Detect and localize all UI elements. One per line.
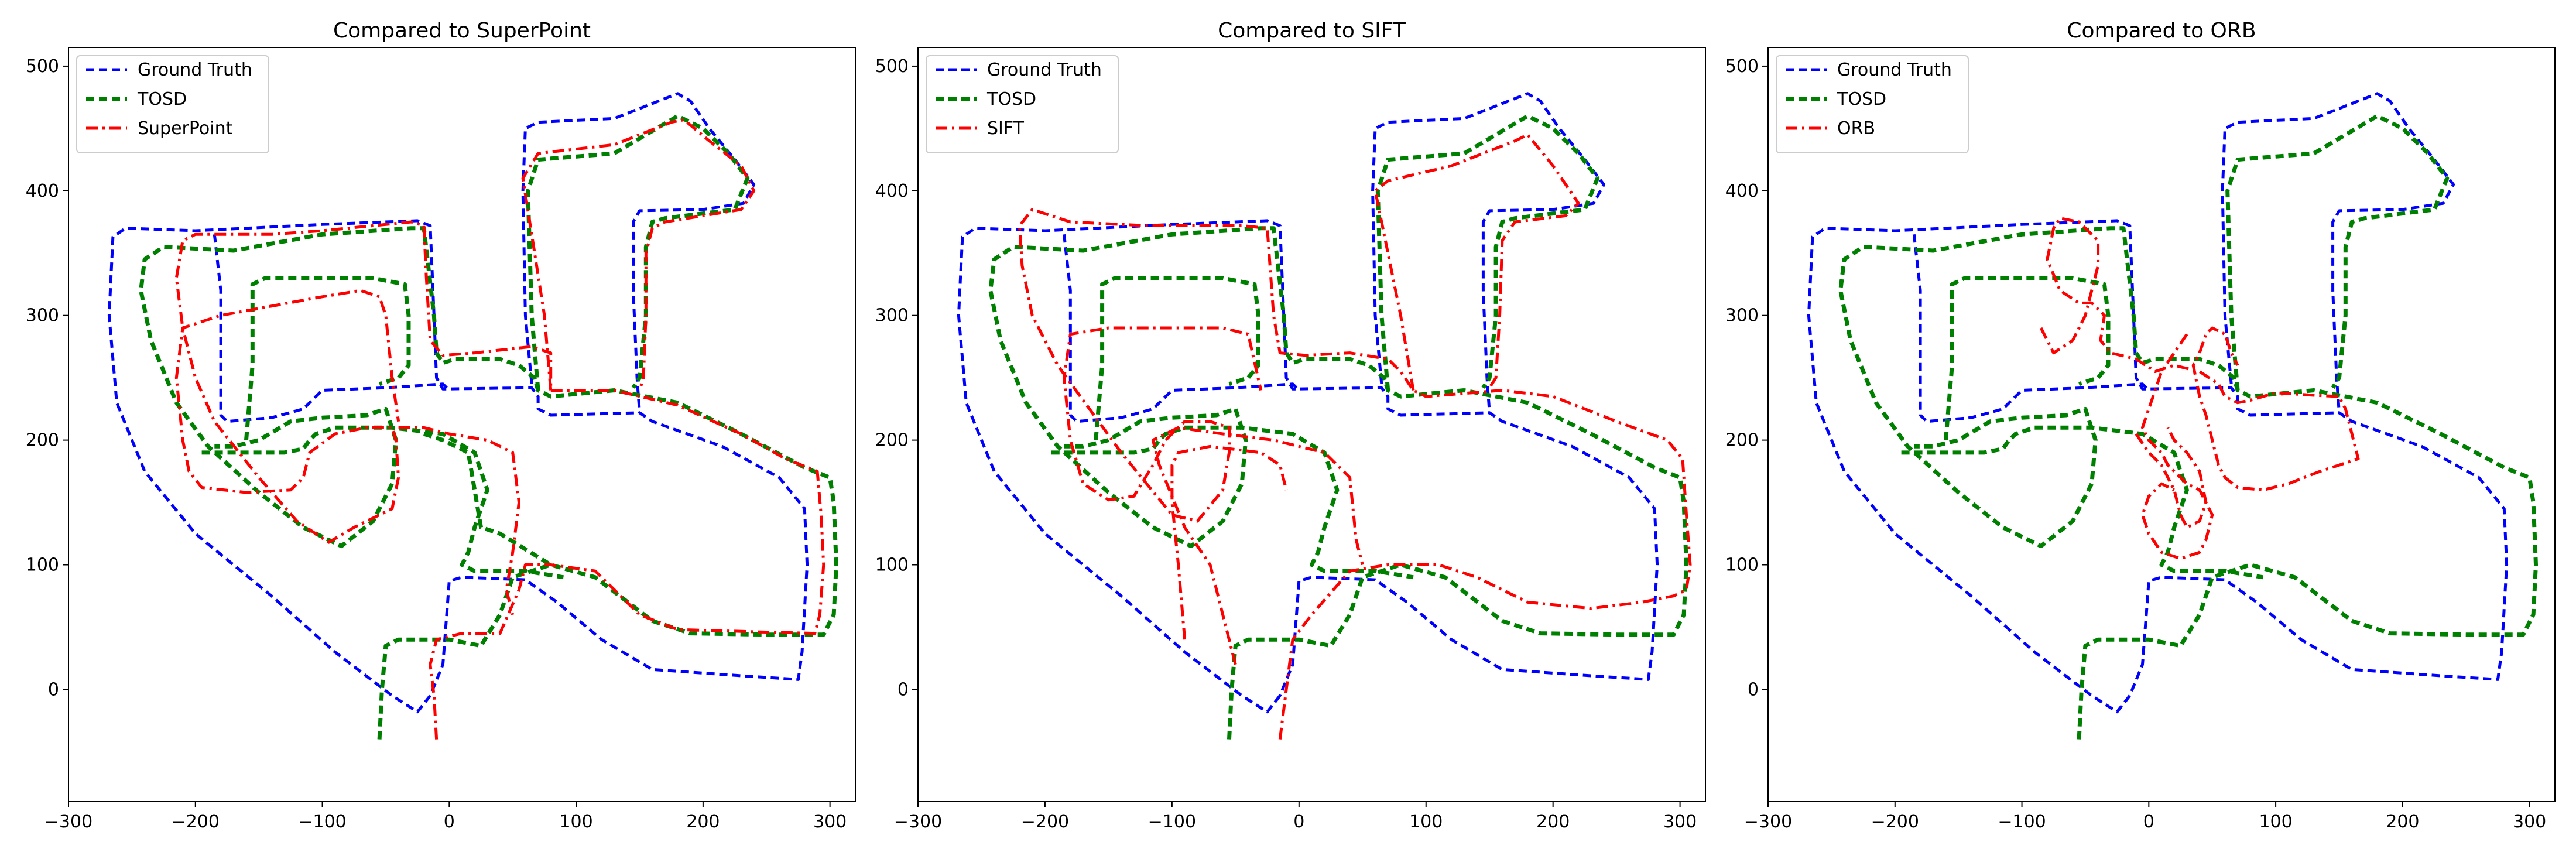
legend-label: SIFT <box>987 118 1025 139</box>
x-tick-label: −200 <box>172 812 220 832</box>
legend-box <box>926 55 1119 153</box>
y-tick-label: 200 <box>875 430 909 451</box>
y-tick-label: 400 <box>875 181 909 201</box>
series-line-tosd <box>244 276 411 440</box>
series-line-tosd <box>1375 114 1600 391</box>
subplot-title: Compared to SuperPoint <box>333 19 591 43</box>
series-line-tosd <box>423 432 552 567</box>
series-line-ground-truth <box>521 92 756 413</box>
legend: Ground Truth TOSD ORB <box>1776 55 1969 153</box>
plot-frame <box>1767 47 2556 802</box>
legend-label: Ground Truth <box>138 60 252 80</box>
x-tick-label: 200 <box>1536 812 1570 832</box>
x-tick-label: −200 <box>1871 812 1919 832</box>
y-tick-label: 200 <box>1725 430 1759 451</box>
series-line-tosd <box>139 226 838 740</box>
legend: Ground Truth TOSD SIFT <box>926 55 1119 153</box>
x-tick-label: −100 <box>1998 812 2046 832</box>
series-line-ground-truth <box>107 219 809 714</box>
series-line-ground-truth <box>1063 234 1300 423</box>
series-line-tosd <box>526 114 750 391</box>
x-tick-label: 300 <box>1663 812 1697 832</box>
x-tick-label: 200 <box>2386 812 2419 832</box>
legend-box <box>1776 55 1969 153</box>
y-tick-label: 100 <box>26 555 59 576</box>
y-tick-label: 500 <box>26 56 59 77</box>
x-tick-label: −100 <box>298 812 346 832</box>
series-line-sift <box>1373 133 1580 391</box>
x-tick-label: 100 <box>559 812 592 832</box>
x-tick-label: 100 <box>1409 812 1443 832</box>
series-group <box>1807 92 2538 740</box>
y-tick-label: 300 <box>875 306 909 326</box>
series-group <box>107 92 838 740</box>
series-line-tosd <box>1944 276 2111 440</box>
legend: Ground Truth TOSD SuperPoint <box>76 55 269 153</box>
legend-label: Ground Truth <box>987 60 1102 80</box>
x-tick-label: −300 <box>44 812 93 832</box>
x-tick-label: 100 <box>2259 812 2292 832</box>
legend-label: SuperPoint <box>138 118 233 139</box>
x-tick-label: −100 <box>1148 812 1196 832</box>
y-tick-label: 400 <box>26 181 59 201</box>
y-tick-label: 0 <box>1748 679 1759 700</box>
series-line-orb <box>2141 333 2214 560</box>
series-line-ground-truth <box>213 234 451 423</box>
legend-label: TOSD <box>986 89 1036 110</box>
plot-frame <box>917 47 1706 802</box>
legend-label: TOSD <box>1837 89 1886 110</box>
legend-label: Ground Truth <box>1837 60 1952 80</box>
series-line-tosd <box>201 425 564 580</box>
x-tick-label: −200 <box>1021 812 1069 832</box>
y-tick-label: 100 <box>1725 555 1759 576</box>
x-tick-label: 200 <box>686 812 720 832</box>
y-tick-label: 500 <box>1725 56 1759 77</box>
x-tick-label: 300 <box>2513 812 2546 832</box>
series-line-sift <box>1170 444 1288 640</box>
series-line-superpoint <box>398 426 520 615</box>
subplot-superpoint: Compared to SuperPoint −300 −200 −100 0 100 2… <box>26 19 856 832</box>
series-line-orb <box>2135 427 2208 529</box>
subplot-title: Compared to SIFT <box>1218 19 1406 43</box>
x-tick-label: 300 <box>813 812 847 832</box>
series-line-superpoint <box>174 220 825 740</box>
series-group <box>957 92 1692 740</box>
series-line-superpoint <box>521 118 756 391</box>
series-line-tosd <box>1901 425 2263 580</box>
series-line-orb <box>2039 217 2360 492</box>
series-line-tosd <box>1094 276 1260 440</box>
y-tick-label: 100 <box>875 555 909 576</box>
x-tick-label: 0 <box>444 812 455 832</box>
series-line-ground-truth <box>1912 234 2150 423</box>
y-tick-label: 500 <box>875 56 909 77</box>
series-line-ground-truth <box>1371 92 1605 413</box>
subplot-title: Compared to ORB <box>2067 19 2256 43</box>
y-tick-label: 0 <box>898 679 909 700</box>
y-tick-label: 400 <box>1725 181 1759 201</box>
series-line-ground-truth <box>957 219 1659 714</box>
y-tick-label: 300 <box>1725 306 1759 326</box>
legend-box <box>76 55 269 153</box>
legend-label: ORB <box>1837 118 1875 139</box>
x-tick-label: 0 <box>2143 812 2154 832</box>
series-line-ground-truth <box>1807 219 2509 714</box>
subplot-orb: Compared to ORB −300 −200 −100 0 100 200 300 0 1… <box>1725 19 2556 832</box>
series-line-tosd <box>988 226 1688 740</box>
legend-label: TOSD <box>137 89 187 110</box>
subplot-sift: Compared to SIFT −300 −200 −100 0 100 200 300 0… <box>875 19 1706 832</box>
series-line-ground-truth <box>2221 92 2455 413</box>
x-tick-label: −300 <box>894 812 942 832</box>
x-tick-label: 0 <box>1293 812 1304 832</box>
series-line-tosd <box>2225 114 2450 391</box>
x-tick-label: −300 <box>1744 812 1792 832</box>
y-tick-label: 300 <box>26 306 59 326</box>
series-line-tosd <box>1838 226 2538 740</box>
series-line-tosd <box>1051 425 1414 580</box>
plot-frame <box>68 47 856 802</box>
y-tick-label: 0 <box>48 679 59 700</box>
series-line-sift <box>1018 208 1692 740</box>
y-tick-label: 200 <box>26 430 59 451</box>
series-line-sift <box>1151 426 1364 665</box>
